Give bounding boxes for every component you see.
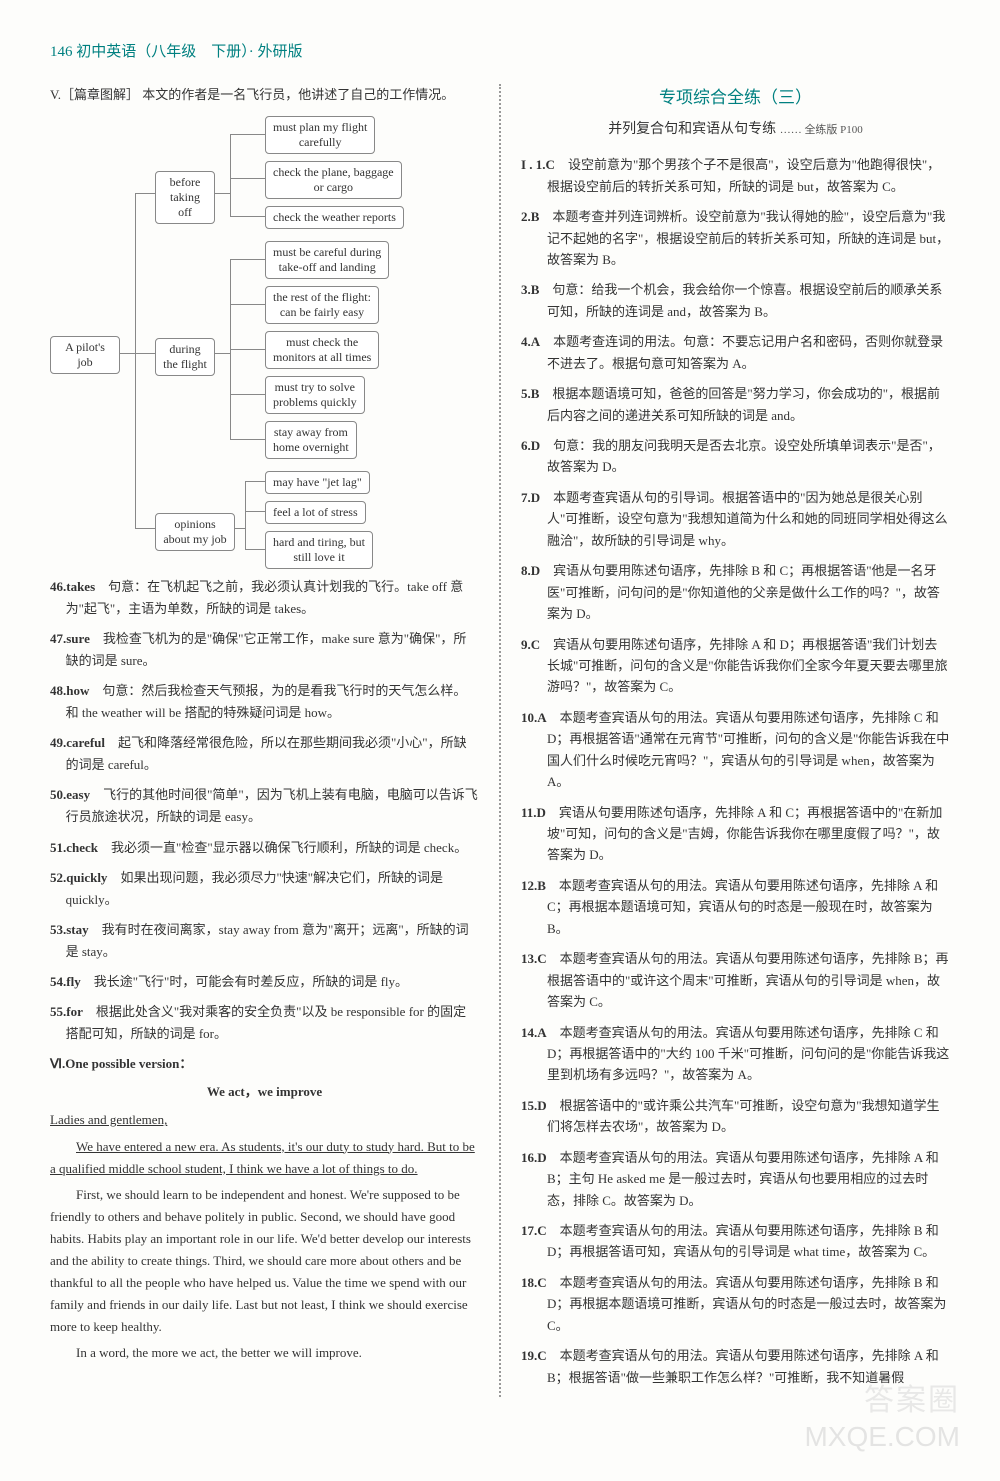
right-column: 专项综合全练（三） 并列复合句和宾语从句专练 …… 全练版 P100 I . 1… — [521, 84, 950, 1398]
diagram-leaf-g2c: must check themonitors at all times — [265, 331, 379, 369]
right-item: 4.A 本题考查连词的用法。句意：不要忘记用户名和密码，否则你就登录不进去了。根… — [521, 331, 950, 374]
left-items: 46.takes 句意：在飞机起飞之前，我必须认真计划我的飞行。take off… — [50, 576, 479, 1046]
right-item: 13.C 本题考查宾语从句的用法。宾语从句要用陈述句语序，先排除 B；再根据答语… — [521, 948, 950, 1012]
diagram-leaf-g3a: may have "jet lag" — [265, 471, 370, 494]
right-subtitle-pageref: …… 全练版 P100 — [780, 124, 863, 136]
essay-body: Ladies and gentlemen, We have entered a … — [50, 1109, 479, 1364]
right-item: 5.B 根据本题语境可知，爸爸的回答是"努力学习，你会成功的"，根据前后内容之间… — [521, 383, 950, 426]
column-divider — [499, 84, 501, 1398]
diagram-leaf-g3c: hard and tiring, butstill love it — [265, 531, 373, 569]
diagram-group3: opinionsabout my job — [155, 513, 235, 551]
right-subtitle: 并列复合句和宾语从句专练 …… 全练版 P100 — [521, 118, 950, 142]
right-item: 14.A 本题考查宾语从句的用法。宾语从句要用陈述句语序，先排除 C 和 D；再… — [521, 1022, 950, 1086]
diagram-leaf-g1b: check the plane, baggageor cargo — [265, 161, 402, 199]
diagram-leaf-g2b: the rest of the flight:can be fairly eas… — [265, 286, 379, 324]
right-item: 9.C 宾语从句要用陈述句语序，先排除 A 和 D；再根据答语"我们计划去长城"… — [521, 634, 950, 698]
right-item: 10.A 本题考查宾语从句的用法。宾语从句要用陈述句语序，先排除 C 和 D；再… — [521, 707, 950, 793]
diagram-leaf-g2e: stay away fromhome overnight — [265, 421, 357, 459]
section-v-intro: V.［篇章图解］ 本文的作者是一名飞行员，他讲述了自己的工作情况。 — [50, 84, 479, 106]
right-item: I . 1.C 设空前意为"那个男孩个子不是很高"，设空后意为"他跑得很快"，根… — [521, 154, 950, 197]
left-item: 50.easy 飞行的其他时间很"简单"，因为飞机上装有电脑，电脑可以告诉飞行员… — [50, 784, 479, 828]
left-item: 51.check 我必须一直"检查"显示器以确保飞行顺利，所缺的词是 check… — [50, 837, 479, 859]
right-subtitle-main: 并列复合句和宾语从句专练 — [608, 122, 776, 137]
left-column: V.［篇章图解］ 本文的作者是一名飞行员，他讲述了自己的工作情况。 A pilo… — [50, 84, 479, 1398]
main-columns: V.［篇章图解］ 本文的作者是一名飞行员，他讲述了自己的工作情况。 A pilo… — [50, 84, 950, 1398]
right-item: 3.B 句意：给我一个机会，我会给你一个惊喜。根据设空前后的顺承关系可知，所缺的… — [521, 279, 950, 322]
left-item: 54.fly 我长途"飞行"时，可能会有时差反应，所缺的词是 fly。 — [50, 971, 479, 993]
right-title: 专项综合全练（三） — [521, 84, 950, 113]
diagram-group2: duringthe flight — [155, 338, 215, 376]
diagram-group1: beforetakingoff — [155, 171, 215, 224]
right-item: 2.B 本题考查并列连词辨析。设空前意为"我认得她的脸"，设空后意为"我记不起她… — [521, 206, 950, 270]
diagram-leaf-g1a: must plan my flightcarefully — [265, 116, 375, 154]
diagram-leaf-g3b: feel a lot of stress — [265, 501, 366, 524]
left-item: 46.takes 句意：在飞机起飞之前，我必须认真计划我的飞行。take off… — [50, 576, 479, 620]
essay-p1: We have entered a new era. As students, … — [50, 1136, 479, 1180]
section-v-text: 本文的作者是一名飞行员，他讲述了自己的工作情况。 — [142, 87, 454, 102]
right-item: 16.D 本题考查宾语从句的用法。宾语从句要用陈述句语序，先排除 A 和 B；主… — [521, 1147, 950, 1211]
essay-p3: In a word, the more we act, the better w… — [50, 1342, 479, 1364]
watermark-cn: 答案圈 — [864, 1375, 960, 1426]
essay-title: We act，we improve — [50, 1081, 479, 1103]
right-item: 11.D 宾语从句要用陈述句语序，先排除 A 和 C；再根据答语中的"在新加坡"… — [521, 802, 950, 866]
diagram: A pilot'sjob beforetakingoff duringthe f… — [50, 116, 479, 576]
section-vi-label: Ⅵ.One possible version： — [50, 1053, 479, 1075]
essay-p2: First, we should learn to be independent… — [50, 1184, 479, 1339]
right-item: 12.B 本题考查宾语从句的用法。宾语从句要用陈述句语序，先排除 A 和 C；再… — [521, 875, 950, 939]
section-vi: Ⅵ.One possible version： We act，we improv… — [50, 1053, 479, 1364]
left-item: 48.how 句意：然后我检查天气预报，为的是看我飞行时的天气怎么样。和 the… — [50, 680, 479, 724]
essay-salutation: Ladies and gentlemen, — [50, 1109, 479, 1131]
diagram-leaf-g2a: must be careful duringtake-off and landi… — [265, 241, 389, 279]
right-item: 8.D 宾语从句要用陈述句语序，先排除 B 和 C；再根据答语"他是一名牙医"可… — [521, 560, 950, 624]
section-v-label: V.［篇章图解］ — [50, 87, 139, 102]
right-item: 15.D 根据答语中的"或许乘公共汽车"可推断，设空句意为"我想知道学生们将怎样… — [521, 1095, 950, 1138]
right-item: 6.D 句意：我的朋友问我明天是否去北京。设空处所填单词表示"是否"，故答案为 … — [521, 435, 950, 478]
left-item: 53.stay 我有时在夜间离家，stay away from 意为"离开；远离… — [50, 919, 479, 963]
right-item: 7.D 本题考查宾语从句的引导词。根据答语中的"因为她总是很关心别人"可推断，设… — [521, 487, 950, 551]
left-item: 55.for 根据此处含义"我对乘客的安全负责"以及 be responsibl… — [50, 1001, 479, 1045]
left-item: 52.quickly 如果出现问题，我必须尽力"快速"解决它们，所缺的词是 qu… — [50, 867, 479, 911]
diagram-leaf-g2d: must try to solveproblems quickly — [265, 376, 365, 414]
left-item: 49.careful 起飞和降落经常很危险，所以在那些期间我必须"小心"，所缺的… — [50, 732, 479, 776]
diagram-leaf-g1c: check the weather reports — [265, 206, 404, 229]
right-item: 18.C 本题考查宾语从句的用法。宾语从句要用陈述句语序，先排除 B 和 D；再… — [521, 1272, 950, 1336]
right-items: I . 1.C 设空前意为"那个男孩个子不是很高"，设空后意为"他跑得很快"，根… — [521, 154, 950, 1388]
page-header: 146 初中英语（八年级 下册）· 外研版 — [50, 40, 950, 66]
left-item: 47.sure 我检查飞机为的是"确保"它正常工作，make sure 意为"确… — [50, 628, 479, 672]
diagram-root: A pilot'sjob — [50, 336, 120, 374]
right-item: 17.C 本题考查宾语从句的用法。宾语从句要用陈述句语序，先排除 B 和 D；再… — [521, 1220, 950, 1263]
